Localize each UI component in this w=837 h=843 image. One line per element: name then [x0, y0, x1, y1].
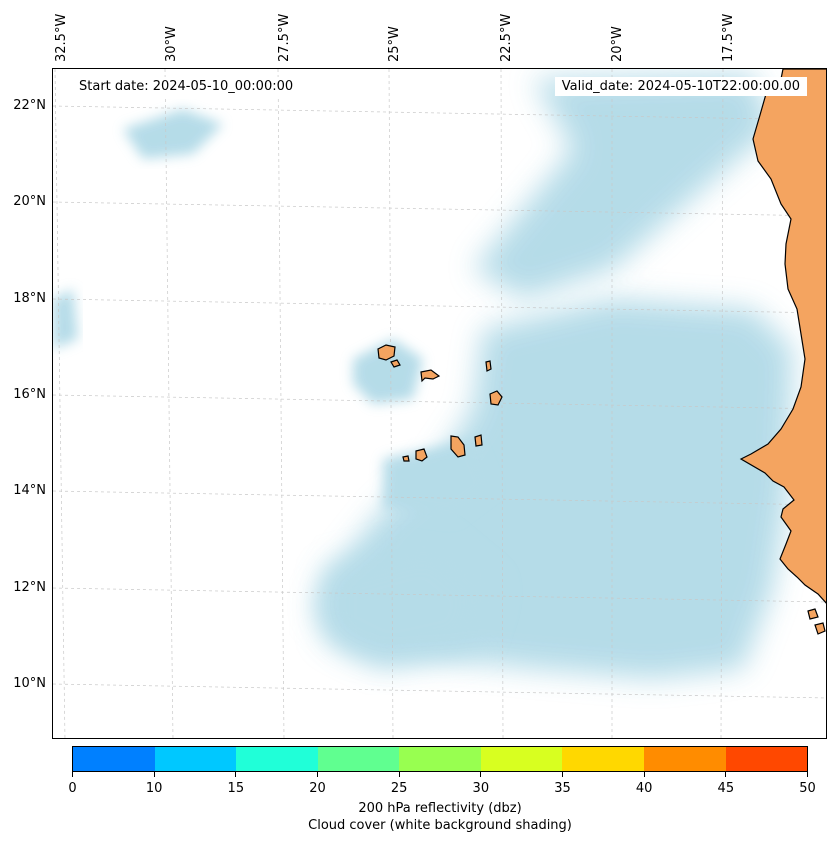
colorbar-tick-label: 20: [309, 781, 326, 796]
land-layer: [377, 69, 826, 635]
lat-label-18n: 18°N: [13, 291, 46, 306]
cape-verde-maio: [474, 434, 483, 447]
colorbar-segment: [236, 747, 318, 771]
colorbar-segment: [399, 747, 481, 771]
meridian-line: [720, 69, 724, 738]
meridian-line: [388, 69, 394, 738]
colorbar-tick: [235, 772, 237, 777]
colorbar-tick-label: 45: [717, 781, 735, 796]
parallel-line: [53, 683, 826, 699]
colorbar-subtitle: Cloud cover (white background shading): [308, 818, 572, 833]
graticule: [53, 69, 826, 738]
start-date-label: Start date: 2024-05-10_00:00:00: [72, 77, 301, 96]
colorbar-tick: [643, 772, 645, 777]
colorbar-segment: [725, 747, 808, 771]
colorbar-tick-label: 25: [390, 781, 408, 796]
colorbar-tick: [562, 772, 563, 777]
colorbar-segment: [73, 747, 155, 771]
lat-label-20n: 20°N: [13, 194, 46, 209]
colorbar-tick: [807, 772, 808, 777]
lon-label-25w: 25°W: [387, 26, 402, 62]
colorbar-segment: [154, 747, 237, 771]
colorbar-segment: [562, 747, 644, 771]
meridian-line: [500, 69, 504, 738]
cape-verde-sao-nicolau: [420, 369, 441, 383]
colorbar-tick: [72, 772, 73, 777]
colorbar-title: 200 hPa reflectivity (dbz): [358, 801, 522, 816]
lon-label-32-5w: 32.5°W: [54, 13, 69, 62]
cloud-band-south: [323, 539, 493, 669]
colorbar-tick-label: 50: [799, 781, 816, 796]
lat-label-12n: 12°N: [13, 580, 46, 595]
colorbar-tick: [480, 772, 482, 777]
lat-label-22n: 22°N: [13, 98, 46, 113]
bijagos-islands: [807, 608, 826, 635]
colorbar-tick-label: 10: [145, 781, 163, 796]
meridian-line: [54, 69, 66, 738]
colorbar-tick-label: 40: [635, 781, 653, 796]
colorbar-tick-label: 15: [227, 781, 245, 796]
lat-label-10n: 10°N: [13, 676, 46, 691]
colorbar-tick-label: 0: [68, 781, 77, 796]
cape-verde-boa-vista: [489, 390, 503, 406]
cloud-band-northeast: [473, 74, 773, 299]
colorbar-tick: [398, 772, 400, 777]
colorbar-tick: [317, 772, 318, 777]
cape-verde-santiago: [450, 435, 466, 458]
parallel-line: [53, 201, 826, 217]
lon-label-17-5w: 17.5°W: [721, 13, 736, 62]
africa-coastline: [739, 69, 826, 604]
colorbar-tick-label: 30: [472, 781, 490, 796]
valid-date-label: Valid_date: 2024-05-10T22:00:00.00: [554, 77, 807, 96]
cloud-patch-islands: [353, 339, 423, 404]
colorbar-tick: [725, 772, 727, 777]
meridian-line: [164, 69, 174, 738]
cape-verde-santo-antao: [377, 344, 396, 361]
cloud-patch-west: [53, 289, 78, 349]
cloud-patch-northwest: [123, 109, 223, 159]
lon-label-22-5w: 22.5°W: [499, 13, 514, 62]
cloud-patch-center: [383, 439, 493, 519]
cloud-cover-shading: [53, 74, 793, 679]
cape-verde-sal: [485, 360, 492, 372]
map-canvas: [53, 69, 826, 738]
colorbar-tick-label: 35: [554, 781, 571, 796]
cape-verde-brava: [402, 455, 410, 462]
lat-label-16n: 16°N: [13, 387, 46, 402]
lon-label-27-5w: 27.5°W: [277, 13, 292, 62]
reflectivity-colorbar: [72, 746, 808, 772]
map-panel: Start date: 2024-05-10_00:00:00 Valid_da…: [52, 68, 827, 739]
colorbar-segment: [480, 747, 563, 771]
colorbar-segment: [317, 747, 400, 771]
lon-label-20w: 20°W: [610, 26, 625, 62]
colorbar-segment: [643, 747, 726, 771]
meridian-line: [277, 69, 285, 738]
cape-verde-fogo: [415, 448, 428, 462]
cape-verde-sao-vicente: [390, 359, 401, 368]
lat-label-14n: 14°N: [13, 483, 46, 498]
lon-label-30w: 30°W: [164, 26, 179, 62]
colorbar-tick: [153, 772, 155, 777]
